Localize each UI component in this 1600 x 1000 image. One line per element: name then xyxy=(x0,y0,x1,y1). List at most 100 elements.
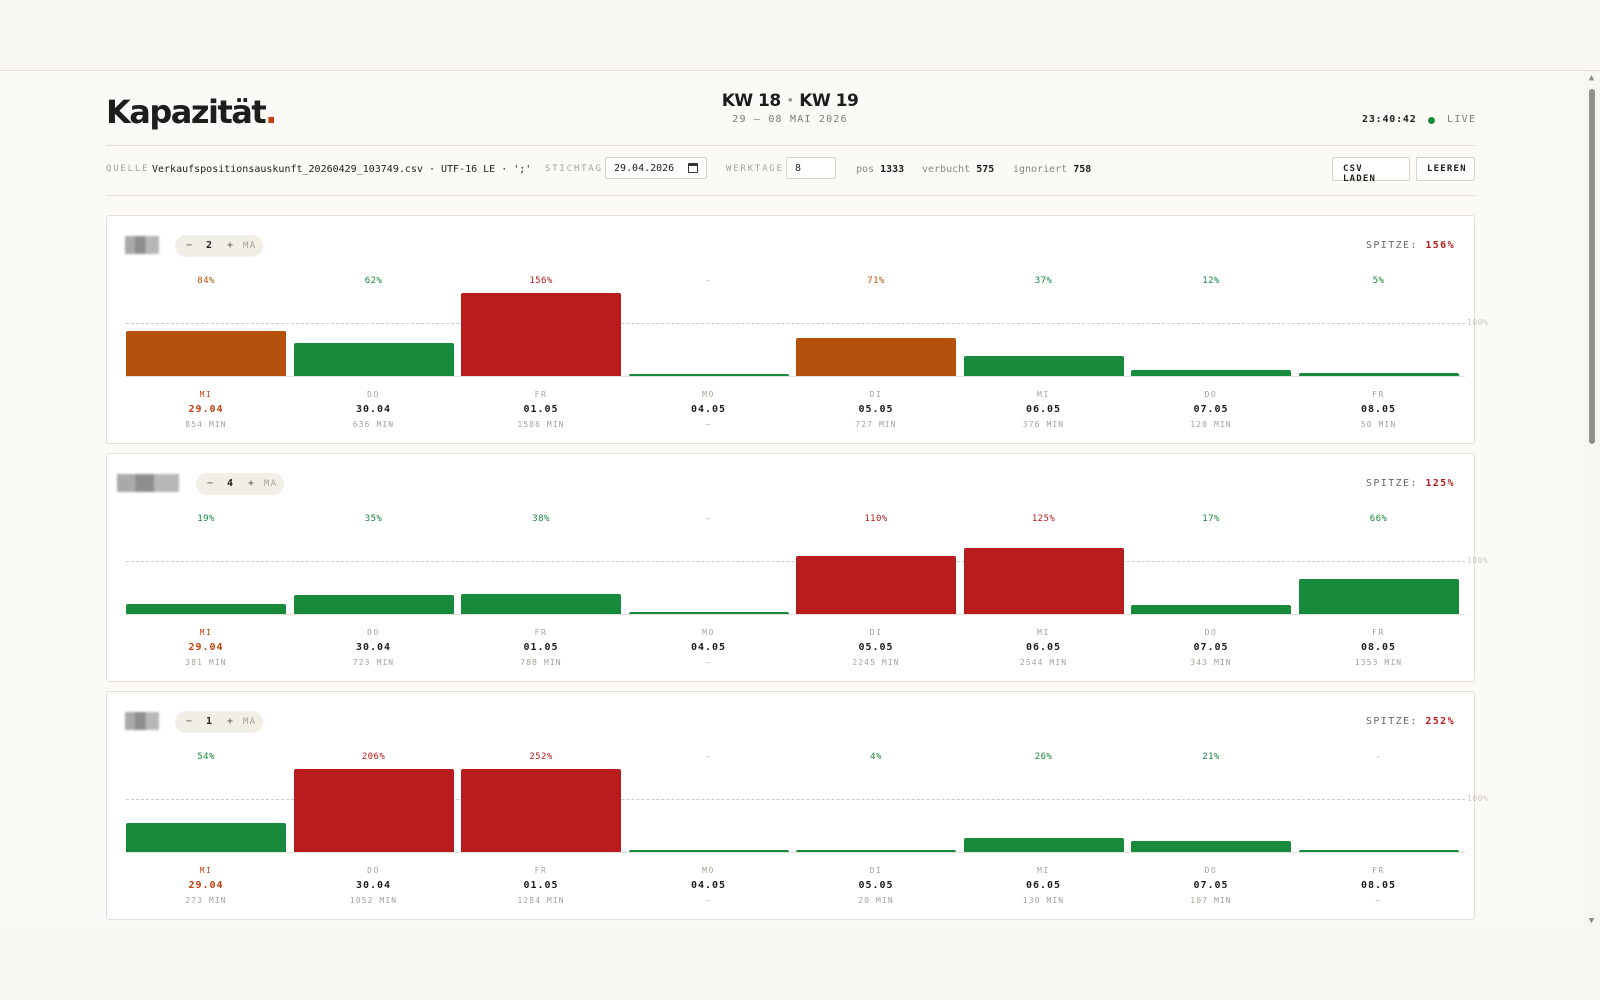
capacity-bar[interactable] xyxy=(293,343,454,376)
capacity-bar[interactable] xyxy=(796,849,956,852)
decrease-ma-button[interactable]: − xyxy=(186,240,193,251)
clock: 23:40:42 xyxy=(1362,114,1417,125)
peak-value: 252% xyxy=(1425,716,1455,727)
decrease-ma-button[interactable]: − xyxy=(186,716,193,727)
scroll-up-icon[interactable]: ▲ xyxy=(1588,73,1595,83)
utilization-label: - xyxy=(705,514,712,524)
live-label: LIVE xyxy=(1447,114,1477,125)
day-date: 08.05 xyxy=(1360,404,1397,415)
capacity-bar[interactable] xyxy=(126,331,286,376)
day-name: DO xyxy=(1204,390,1218,399)
week-separator: • xyxy=(786,94,794,107)
scroll-down-icon[interactable]: ▼ xyxy=(1588,916,1595,926)
day-date: 07.05 xyxy=(1193,880,1229,891)
day-date: 29.04 xyxy=(188,880,224,891)
decrease-ma-button[interactable]: − xyxy=(207,478,214,489)
utilization-label: 62% xyxy=(364,276,383,286)
capacity-bar[interactable] xyxy=(126,603,286,614)
capacity-bar[interactable] xyxy=(126,823,286,852)
day-date: 04.05 xyxy=(690,880,727,891)
capacity-bar[interactable] xyxy=(461,293,621,376)
capacity-bar[interactable] xyxy=(1131,369,1291,376)
day-minutes: 50 MIN xyxy=(1360,420,1397,429)
day-name: MI xyxy=(1037,866,1050,875)
day-minutes: 381 MIN xyxy=(185,658,227,667)
day-minutes: 120 MIN xyxy=(1190,420,1232,429)
capacity-bar[interactable] xyxy=(293,769,454,852)
day-column: DO 30.04 1052 MIN xyxy=(294,866,454,905)
day-date: 05.05 xyxy=(858,642,894,653)
week-to: KW 19 xyxy=(799,91,859,111)
day-date: 06.05 xyxy=(1025,404,1062,415)
clear-button[interactable]: LEEREN xyxy=(1416,157,1475,181)
reference-label: 100% xyxy=(1467,794,1489,803)
ma-stepper: − 2 + MA xyxy=(175,235,263,257)
scroll-thumb[interactable] xyxy=(1589,89,1595,444)
increase-ma-button[interactable]: + xyxy=(227,716,234,727)
utilization-label: 26% xyxy=(1034,752,1053,762)
week-from: KW 18 xyxy=(721,91,782,111)
capacity-bar[interactable] xyxy=(1131,840,1291,852)
utilization-label: 125% xyxy=(1031,514,1056,524)
capacity-bar[interactable] xyxy=(1298,579,1459,614)
capacity-bar[interactable] xyxy=(461,769,621,852)
capacity-bar[interactable] xyxy=(628,374,789,376)
day-minutes: 20 MIN xyxy=(858,896,894,905)
day-minutes: 107 MIN xyxy=(1190,896,1232,905)
employee-avatar xyxy=(117,474,179,492)
day-name: MI xyxy=(1037,390,1050,399)
day-column: MI 29.04 381 MIN xyxy=(126,628,286,667)
capacity-bar[interactable] xyxy=(628,850,789,852)
capacity-bar[interactable] xyxy=(628,612,789,614)
reference-line-100 xyxy=(126,799,1465,800)
peak-label: SPITZE: 252% xyxy=(1365,716,1455,727)
increase-ma-button[interactable]: + xyxy=(248,478,255,489)
csv-load-button[interactable]: CSV LADEN xyxy=(1332,157,1410,184)
capacity-card: − 4 + MA SPITZE: 125% 100% 19% MI 29.04 38… xyxy=(106,453,1488,682)
day-column: DO 30.04 723 MIN xyxy=(294,628,454,667)
utilization-label: 54% xyxy=(197,752,215,762)
day-date: 06.05 xyxy=(1025,642,1062,653)
day-minutes: — xyxy=(705,896,712,905)
ma-unit: MA xyxy=(243,717,257,727)
employee-avatar xyxy=(125,236,159,254)
utilization-label: 206% xyxy=(361,752,386,762)
calendar-icon[interactable] xyxy=(688,163,698,173)
utilization-label: 5% xyxy=(1372,276,1385,286)
capacity-bar[interactable] xyxy=(963,356,1124,376)
capacity-bar[interactable] xyxy=(963,547,1124,614)
stichtag-date-input[interactable]: 29.04.2026 xyxy=(605,157,707,179)
capacity-bar[interactable] xyxy=(293,595,454,614)
day-date: 05.05 xyxy=(858,404,894,415)
capacity-bar[interactable] xyxy=(796,555,956,614)
day-date: 04.05 xyxy=(690,642,727,653)
werktage-value: 8 xyxy=(795,163,802,174)
chart-baseline xyxy=(126,852,1465,853)
day-column: MO 04.05 — xyxy=(629,390,789,429)
reference-label: 100% xyxy=(1467,318,1489,327)
werktage-input[interactable]: 8 xyxy=(786,157,836,179)
ma-count: 2 xyxy=(206,240,213,251)
day-name: MI xyxy=(199,390,213,399)
reference-label: 100% xyxy=(1467,556,1489,565)
capacity-bar[interactable] xyxy=(1298,850,1459,852)
day-column: DO 07.05 120 MIN xyxy=(1131,390,1291,429)
day-column: DI 05.05 727 MIN xyxy=(796,390,956,429)
day-name: DI xyxy=(869,628,883,637)
utilization-label: - xyxy=(705,276,712,286)
capacity-bar[interactable] xyxy=(461,593,621,614)
capacity-bar[interactable] xyxy=(1131,604,1291,614)
quelle-label: QUELLE xyxy=(106,164,150,174)
day-name: MO xyxy=(702,628,715,637)
day-name: DO xyxy=(367,866,380,875)
app-viewport: Kapazität. KW 18 • KW 19 29 – 08 MAI 2026 … xyxy=(0,71,1583,928)
capacity-bar[interactable] xyxy=(796,338,956,376)
utilization-label: 156% xyxy=(529,276,553,286)
increase-ma-button[interactable]: + xyxy=(227,240,234,251)
day-date: 01.05 xyxy=(523,642,559,653)
day-minutes: 788 MIN xyxy=(520,658,562,667)
capacity-bar[interactable] xyxy=(963,838,1124,852)
day-name: DI xyxy=(869,866,883,875)
scrollbar[interactable]: ▲ ▼ xyxy=(1583,71,1600,928)
capacity-bar[interactable] xyxy=(1298,373,1459,376)
